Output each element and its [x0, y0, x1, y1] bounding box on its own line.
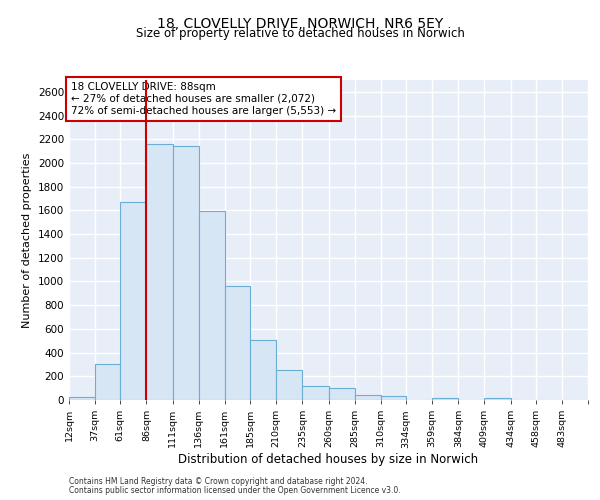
Text: 18, CLOVELLY DRIVE, NORWICH, NR6 5EY: 18, CLOVELLY DRIVE, NORWICH, NR6 5EY [157, 18, 443, 32]
Bar [276, 370, 302, 400]
Bar [120, 202, 146, 400]
Bar [588, 398, 600, 400]
Bar [173, 146, 199, 400]
Text: Size of property relative to detached houses in Norwich: Size of property relative to detached ho… [136, 28, 464, 40]
Bar [432, 398, 458, 400]
Text: Contains HM Land Registry data © Crown copyright and database right 2024.: Contains HM Land Registry data © Crown c… [69, 478, 367, 486]
Bar [199, 211, 225, 400]
Bar [250, 340, 276, 400]
Bar [225, 286, 250, 400]
X-axis label: Distribution of detached houses by size in Norwich: Distribution of detached houses by size … [178, 453, 479, 466]
Bar [302, 386, 329, 400]
Y-axis label: Number of detached properties: Number of detached properties [22, 152, 32, 328]
Text: Contains public sector information licensed under the Open Government Licence v3: Contains public sector information licen… [69, 486, 401, 495]
Bar [329, 388, 355, 400]
Bar [146, 144, 173, 400]
Bar [484, 398, 511, 400]
Bar [95, 364, 120, 400]
Text: 18 CLOVELLY DRIVE: 88sqm
← 27% of detached houses are smaller (2,072)
72% of sem: 18 CLOVELLY DRIVE: 88sqm ← 27% of detach… [71, 82, 336, 116]
Bar [69, 397, 95, 400]
Bar [355, 396, 381, 400]
Bar [381, 396, 406, 400]
